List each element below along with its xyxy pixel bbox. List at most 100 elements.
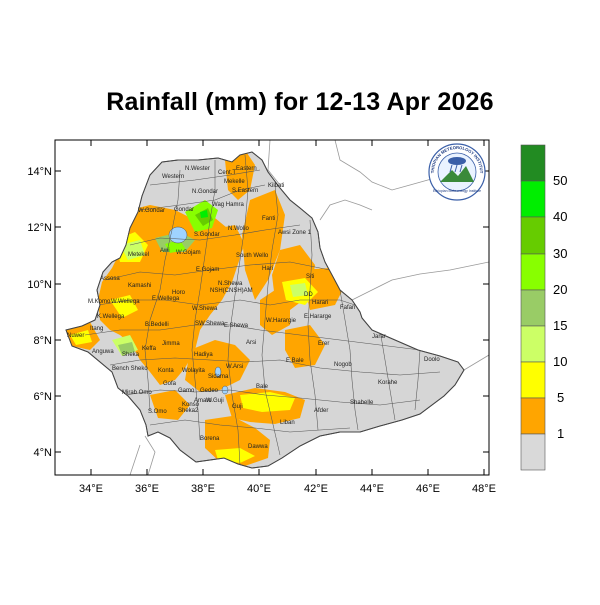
colorbar-label: 50 bbox=[553, 173, 567, 188]
logo-bottom-text: Ethiopian Meteorology Institute bbox=[433, 189, 481, 193]
zone-label: Hadiya bbox=[194, 352, 213, 358]
colorbar-label: 1 bbox=[557, 426, 564, 441]
lat-labels: 4°N 6°N 8°N 10°N 12°N 14°N bbox=[27, 166, 52, 459]
zone-label: E.Shewa bbox=[224, 323, 249, 329]
zone-label: Bench Sheko bbox=[112, 366, 148, 372]
lon-tick-label: 48°E bbox=[472, 483, 496, 495]
colorbar-label: 30 bbox=[553, 246, 567, 261]
zone-label: W.Harargie bbox=[266, 318, 297, 324]
zone-label: N.Wollo bbox=[228, 226, 250, 232]
zone-label: Konso bbox=[182, 402, 200, 408]
zone-label: Bale bbox=[256, 384, 269, 390]
zone-label: Horo bbox=[172, 290, 186, 296]
zone-label: Wolayita bbox=[182, 368, 206, 374]
zone-boundaries bbox=[84, 154, 441, 466]
zone-label: Sheka bbox=[122, 352, 140, 358]
zone-label: DD bbox=[304, 292, 313, 298]
zone-label: Itang bbox=[90, 326, 103, 332]
lat-tick-label: 4°N bbox=[34, 447, 53, 459]
zone-label: W.Gondar bbox=[138, 208, 165, 214]
zone-label: Fafan bbox=[340, 305, 355, 311]
lat-ticks bbox=[55, 170, 489, 453]
zone-label: Awi bbox=[160, 248, 170, 254]
colorbar-label: 5 bbox=[557, 390, 564, 405]
colorbar-swatch-1-5 bbox=[520, 397, 546, 435]
zone-label: Gamo bbox=[178, 388, 195, 394]
zone-label: Sidama bbox=[208, 374, 229, 380]
lat-tick-label: 6°N bbox=[34, 391, 53, 403]
zone-label: Kilbati bbox=[268, 183, 284, 189]
zone-label: E.Gojam bbox=[196, 267, 219, 273]
zone-label: Harari bbox=[312, 300, 328, 306]
colorbar-swatch-20-30 bbox=[520, 253, 546, 291]
lon-tick-label: 46°E bbox=[416, 483, 440, 495]
lon-ticks bbox=[90, 140, 485, 475]
zone-label: Jarar bbox=[372, 334, 386, 340]
lat-tick-label: 8°N bbox=[34, 335, 53, 347]
lat-tick-label: 12°N bbox=[27, 222, 52, 234]
colorbar-swatch-15-20 bbox=[520, 289, 546, 327]
zone-label: Mirab Omo bbox=[122, 390, 152, 396]
zone-label: S.Omo bbox=[148, 409, 167, 415]
colorbar-label: 10 bbox=[553, 354, 567, 369]
zone-label: Eastern bbox=[236, 166, 257, 172]
zone-label: Konta bbox=[158, 368, 174, 374]
zone-label: Nogob bbox=[334, 362, 352, 368]
zone-label: Gedeo bbox=[200, 388, 219, 394]
zone-label: M.Komo bbox=[88, 299, 111, 305]
zone-label: Erer bbox=[318, 341, 329, 347]
zone-label: E.Bale bbox=[286, 358, 304, 364]
neighbour-borders bbox=[129, 140, 489, 475]
rainfall-shading bbox=[66, 152, 345, 466]
zone-label: Wag Hamra bbox=[212, 202, 244, 208]
zone-label: Nuwer bbox=[67, 333, 84, 339]
plot-frame bbox=[54, 139, 490, 476]
zone-label: Jimma bbox=[162, 341, 180, 347]
lon-tick-label: 36°E bbox=[135, 483, 159, 495]
zone-label: B.Bedelli bbox=[145, 322, 169, 328]
zone-label: South Wello bbox=[236, 253, 269, 259]
zone-label: N.Shewa bbox=[218, 281, 243, 287]
zone-label: Anguwa bbox=[92, 349, 114, 355]
zone-label: NSH(CNSH)AM bbox=[210, 288, 253, 294]
lon-labels: 34°E 36°E 38°E 40°E 42°E 44°E 46°E 48°E bbox=[79, 483, 496, 495]
map-title: Rainfall (mm) for 12-13 Apr 2026 bbox=[106, 88, 494, 116]
colorbar-label: 20 bbox=[553, 282, 567, 297]
lon-tick-label: 42°E bbox=[304, 483, 328, 495]
zone-label: N.Gondar bbox=[192, 189, 218, 195]
zone-label: Gondar bbox=[174, 207, 194, 213]
zone-label: Western bbox=[162, 174, 184, 180]
zone-label: Fanti bbox=[262, 216, 275, 222]
zone-label: Hari bbox=[262, 266, 273, 272]
zone-label: W.Shewa bbox=[192, 306, 218, 312]
zone-label: Borena bbox=[200, 436, 220, 442]
zone-label: N.Wester bbox=[185, 166, 210, 172]
zone-label: Guji bbox=[232, 404, 243, 410]
zone-label: E.Wellega bbox=[152, 296, 180, 302]
zone-label: Mekelle bbox=[224, 179, 245, 185]
zone-label: Korahe bbox=[378, 380, 398, 386]
zone-label: Sheka2 bbox=[178, 408, 199, 414]
colorbar-swatch-gt50 bbox=[520, 144, 546, 182]
zone-labels: Western N.Wester Cent.T Eastern N.Gondar… bbox=[67, 166, 440, 450]
zone-label: Cent.T bbox=[218, 170, 236, 176]
colorbar bbox=[520, 144, 546, 471]
lon-tick-label: 34°E bbox=[79, 483, 103, 495]
zone-label: Assosa bbox=[100, 276, 120, 282]
zone-label: Keffa bbox=[142, 346, 157, 352]
colorbar-label: 40 bbox=[553, 209, 567, 224]
colorbar-swatch-10-15 bbox=[520, 325, 546, 363]
zone-label: Shabelle bbox=[350, 400, 374, 406]
zone-label: Amaro bbox=[194, 398, 212, 404]
zone-label: S.Gondar bbox=[194, 232, 220, 238]
lat-tick-label: 14°N bbox=[27, 166, 52, 178]
zone-label: S.Eastern bbox=[232, 188, 258, 194]
zone-label: Siti bbox=[306, 274, 314, 280]
lon-tick-label: 38°E bbox=[191, 483, 215, 495]
zone-label: Afder bbox=[314, 408, 328, 414]
colorbar-swatch-5-10 bbox=[520, 361, 546, 399]
zone-label: Awsi Zone 1 bbox=[278, 230, 312, 236]
zone-label: W.Wellega bbox=[111, 299, 140, 305]
zone-label: E.Hararge bbox=[304, 314, 332, 320]
